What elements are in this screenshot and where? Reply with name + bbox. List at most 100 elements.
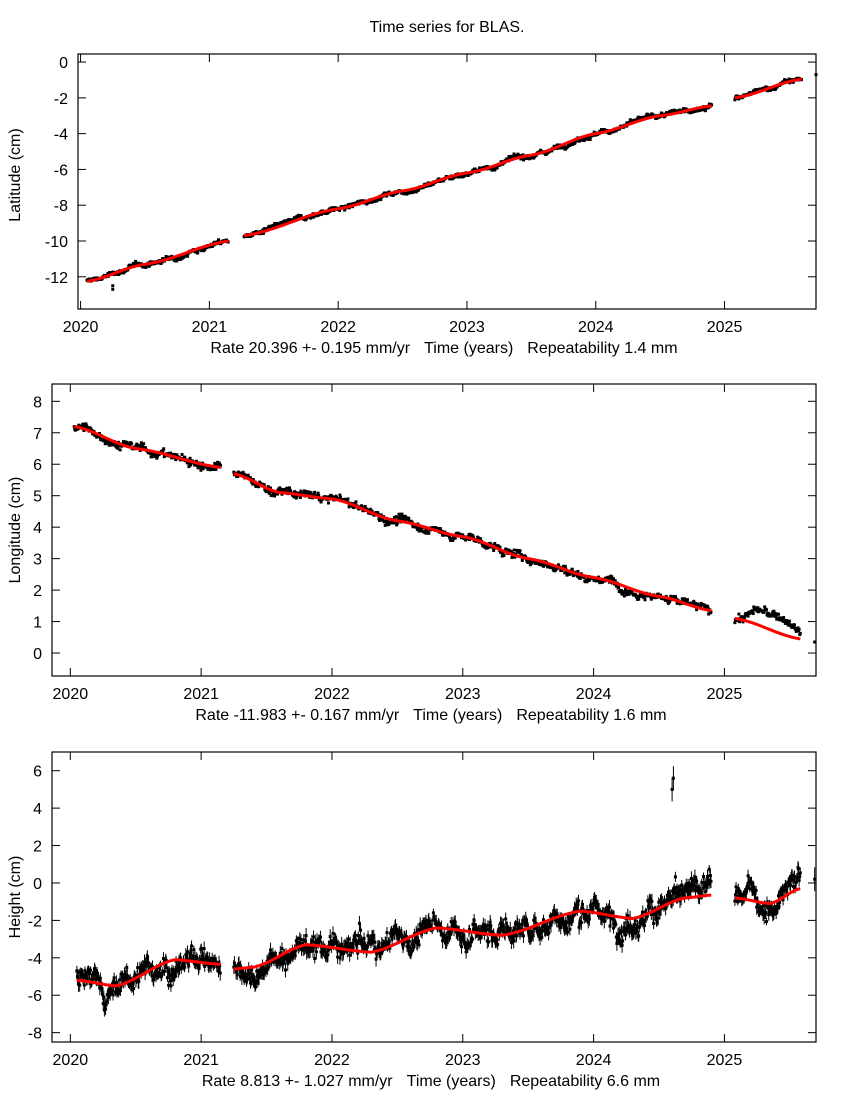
data-point xyxy=(697,887,701,891)
data-point xyxy=(755,905,759,909)
data-point xyxy=(106,993,110,997)
data-point xyxy=(774,614,778,618)
data-point xyxy=(118,978,122,982)
data-point xyxy=(550,149,554,153)
data-point xyxy=(354,940,358,944)
data-point xyxy=(494,940,498,944)
data-point xyxy=(658,910,662,914)
data-point xyxy=(276,962,280,966)
data-point xyxy=(376,511,380,515)
data-point xyxy=(342,945,346,949)
data-point xyxy=(735,94,739,98)
data-point xyxy=(367,941,371,945)
data-point xyxy=(95,435,99,439)
data-point xyxy=(250,968,254,972)
data-point xyxy=(271,951,275,955)
data-point xyxy=(442,933,446,937)
data-point xyxy=(414,938,418,942)
data-point xyxy=(373,947,377,951)
data-point xyxy=(302,489,306,493)
data-point xyxy=(187,964,191,968)
data-point xyxy=(630,931,634,935)
data-point xyxy=(93,276,97,280)
data-point xyxy=(331,932,335,936)
data-point xyxy=(394,931,398,935)
data-point xyxy=(216,964,220,968)
data-point xyxy=(392,516,396,520)
data-point xyxy=(565,920,569,924)
data-point xyxy=(104,1003,108,1007)
data-point xyxy=(735,890,739,894)
data-point xyxy=(125,440,129,444)
data-point xyxy=(564,926,568,930)
data-point xyxy=(766,903,770,907)
data-point xyxy=(326,501,330,505)
data-point xyxy=(156,970,160,974)
y-tick-label: 7 xyxy=(33,426,42,443)
data-point xyxy=(370,933,374,937)
data-point xyxy=(194,962,198,966)
outlier-point xyxy=(670,787,674,791)
y-axis-label: Latitude (cm) xyxy=(7,128,24,221)
data-point xyxy=(797,878,801,882)
data-point xyxy=(171,974,175,978)
data-point xyxy=(180,452,184,456)
data-point xyxy=(278,962,282,966)
data-point xyxy=(601,916,605,920)
data-point xyxy=(567,920,571,924)
data-point xyxy=(334,938,338,942)
x-tick-label: 2020 xyxy=(63,319,99,336)
data-point xyxy=(585,580,589,584)
data-point xyxy=(418,922,422,926)
data-point xyxy=(611,912,615,916)
data-point xyxy=(168,978,172,982)
data-point xyxy=(541,924,545,928)
data-point xyxy=(431,182,435,186)
data-point xyxy=(202,958,206,962)
data-point xyxy=(572,573,576,577)
data-point xyxy=(288,953,292,957)
chart-title: Time series for BLAS. xyxy=(369,19,524,36)
data-point xyxy=(420,529,424,533)
data-point xyxy=(547,925,551,929)
data-point xyxy=(568,143,572,147)
data-point xyxy=(371,940,375,944)
data-point xyxy=(700,880,704,884)
fit-curve xyxy=(76,958,221,988)
data-point xyxy=(104,1007,108,1011)
data-point xyxy=(250,977,254,981)
data-point xyxy=(125,974,129,978)
data-point xyxy=(692,878,696,882)
data-point xyxy=(736,900,740,904)
data-point xyxy=(415,941,419,945)
data-point xyxy=(453,920,457,924)
x-axis-label: Time (years) xyxy=(413,707,502,724)
data-point xyxy=(610,917,614,921)
data-point xyxy=(449,932,453,936)
data-point xyxy=(252,980,256,984)
data-point xyxy=(498,930,502,934)
data-point xyxy=(563,564,567,568)
data-point xyxy=(419,526,423,530)
data-point xyxy=(754,896,758,900)
data-point xyxy=(324,951,328,955)
data-point xyxy=(338,493,342,497)
data-point xyxy=(164,959,168,963)
data-point xyxy=(188,952,192,956)
data-point xyxy=(733,893,737,897)
x-tick-label: 2022 xyxy=(314,686,350,703)
data-point xyxy=(174,458,178,462)
data-point xyxy=(706,880,710,884)
data-point xyxy=(554,911,558,915)
data-point xyxy=(705,885,709,889)
data-point xyxy=(493,168,497,172)
x-tick-label: 2024 xyxy=(576,1052,612,1069)
data-point xyxy=(490,938,494,942)
data-point xyxy=(439,928,443,932)
data-point xyxy=(775,85,779,89)
fit-curve xyxy=(734,887,801,906)
data-point xyxy=(488,920,492,924)
data-point xyxy=(762,910,766,914)
y-tick-label: 4 xyxy=(33,801,42,818)
data-point xyxy=(507,934,511,938)
